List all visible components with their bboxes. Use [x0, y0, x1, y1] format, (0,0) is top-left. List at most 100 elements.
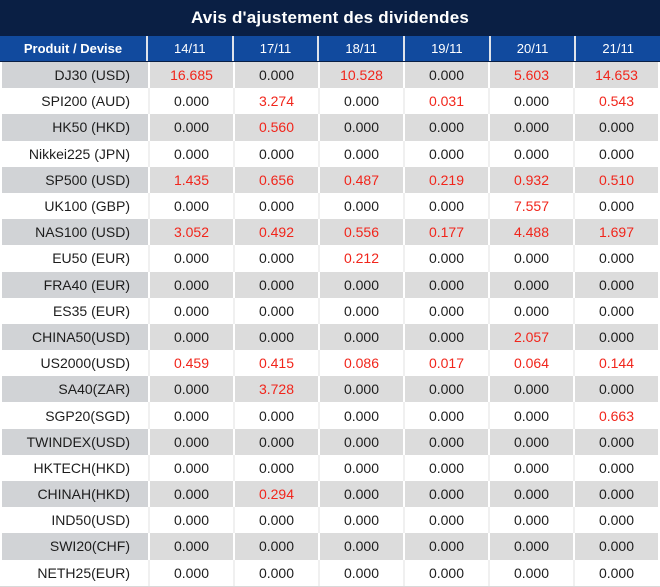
product-label: TWINDEX(USD) — [2, 428, 148, 455]
value-cell: 0.000 — [573, 297, 658, 324]
value-cell: 0.000 — [148, 454, 233, 481]
value-cell: 0.000 — [318, 192, 403, 220]
table-row: CHINAH(HKD) 0.000 0.294 0.000 0.000 0.000 0.00… — [0, 481, 660, 508]
value-cell: 0.000 — [403, 323, 488, 351]
value-cell: 0.000 — [318, 559, 403, 586]
value-cell: 0.000 — [233, 559, 318, 586]
value-cell: 1.697 — [573, 219, 658, 246]
value-cell: 0.000 — [488, 454, 573, 481]
value-cell: 0.000 — [403, 533, 488, 560]
value-cell: 0.000 — [488, 559, 573, 586]
column-header-product: Produit / Devise — [0, 36, 146, 61]
product-label: NETH25(EUR) — [2, 559, 148, 586]
value-cell: 0.000 — [573, 481, 658, 508]
product-label: DJ30 (USD) — [2, 62, 148, 89]
value-cell: 0.000 — [573, 559, 658, 586]
value-cell: 0.000 — [148, 533, 233, 560]
value-cell: 0.000 — [573, 140, 658, 167]
product-label: SWI20(CHF) — [2, 533, 148, 560]
column-header-date-2: 17/11 — [233, 36, 318, 61]
value-cell: 5.603 — [488, 62, 573, 89]
value-cell: 0.031 — [403, 88, 488, 115]
value-cell: 0.000 — [403, 428, 488, 455]
value-cell: 0.000 — [488, 402, 573, 429]
value-cell: 0.560 — [233, 114, 318, 141]
value-cell: 0.000 — [148, 402, 233, 429]
value-cell: 0.000 — [148, 481, 233, 508]
value-cell: 0.000 — [318, 140, 403, 167]
value-cell: 0.000 — [488, 507, 573, 534]
value-cell: 0.000 — [148, 271, 233, 298]
product-label: UK100 (GBP) — [2, 192, 148, 220]
value-cell: 0.000 — [233, 428, 318, 455]
value-cell: 0.000 — [488, 428, 573, 455]
value-cell: 0.000 — [318, 376, 403, 403]
value-cell: 0.000 — [318, 454, 403, 481]
value-cell: 0.932 — [488, 166, 573, 193]
table-row: HKTECH(HKD) 0.000 0.000 0.000 0.000 0.000 0.00… — [0, 454, 660, 481]
product-label: IND50(USD) — [2, 507, 148, 534]
product-label: NAS100 (USD) — [2, 219, 148, 246]
table-row: TWINDEX(USD) 0.000 0.000 0.000 0.000 0.000 0.0… — [0, 428, 660, 455]
value-cell: 0.294 — [233, 481, 318, 508]
value-cell: 0.000 — [573, 376, 658, 403]
value-cell: 0.000 — [403, 271, 488, 298]
value-cell: 16.685 — [148, 62, 233, 89]
value-cell: 0.000 — [488, 297, 573, 324]
value-cell: 0.000 — [318, 428, 403, 455]
value-cell: 0.000 — [318, 323, 403, 351]
value-cell: 0.000 — [488, 376, 573, 403]
value-cell: 0.000 — [148, 559, 233, 586]
product-label: ES35 (EUR) — [2, 297, 148, 324]
table-row: EU50 (EUR) 0.000 0.000 0.212 0.000 0.000 0.000 — [0, 245, 660, 272]
value-cell: 0.000 — [573, 454, 658, 481]
value-cell: 0.000 — [233, 297, 318, 324]
value-cell: 0.000 — [233, 533, 318, 560]
value-cell: 0.000 — [488, 481, 573, 508]
value-cell: 0.000 — [488, 533, 573, 560]
table-row: NAS100 (USD) 3.052 0.492 0.556 0.177 4.488 1.6… — [0, 219, 660, 246]
value-cell: 0.000 — [233, 402, 318, 429]
title-bar: Avis d'ajustement des dividendes — [0, 0, 660, 36]
product-label: SGP20(SGD) — [2, 402, 148, 429]
table-row: Nikkei225 (JPN) 0.000 0.000 0.000 0.000 0.000… — [0, 140, 660, 167]
column-header-date-4: 19/11 — [405, 36, 489, 61]
value-cell: 0.000 — [318, 533, 403, 560]
product-label: CHINAH(HKD) — [2, 481, 148, 508]
product-label: EU50 (EUR) — [2, 245, 148, 272]
table-row: HK50 (HKD) 0.000 0.560 0.000 0.000 0.000 0.000 — [0, 114, 660, 141]
value-cell: 0.000 — [318, 114, 403, 141]
product-label: SPI200 (AUD) — [2, 88, 148, 115]
value-cell: 7.557 — [488, 192, 573, 220]
table-row: NETH25(EUR) 0.000 0.000 0.000 0.000 0.000 0.00… — [0, 559, 660, 586]
value-cell: 0.000 — [233, 192, 318, 220]
table-header-row: Produit / Devise 14/11 17/11 18/11 19/11… — [0, 36, 660, 62]
value-cell: 0.000 — [488, 271, 573, 298]
value-cell: 0.000 — [233, 323, 318, 351]
value-cell: 0.144 — [573, 350, 658, 377]
value-cell: 0.000 — [403, 140, 488, 167]
value-cell: 0.000 — [318, 402, 403, 429]
table-row: IND50(USD) 0.000 0.000 0.000 0.000 0.000 0.000 — [0, 507, 660, 534]
table-row: ES35 (EUR) 0.000 0.000 0.000 0.000 0.000 0.000 — [0, 297, 660, 324]
value-cell: 0.000 — [233, 507, 318, 534]
value-cell: 0.000 — [403, 454, 488, 481]
product-label: FRA40 (EUR) — [2, 271, 148, 298]
value-cell: 0.000 — [148, 88, 233, 115]
value-cell: 0.000 — [403, 402, 488, 429]
value-cell: 0.000 — [148, 323, 233, 351]
product-label: Nikkei225 (JPN) — [2, 140, 148, 167]
table-row: UK100 (GBP) 0.000 0.000 0.000 0.000 7.557 0.00… — [0, 192, 660, 220]
value-cell: 0.177 — [403, 219, 488, 246]
value-cell: 10.528 — [318, 62, 403, 89]
value-cell: 0.000 — [318, 297, 403, 324]
table-row: SA40(ZAR) 0.000 3.728 0.000 0.000 0.000 0.000 — [0, 376, 660, 403]
value-cell: 0.000 — [148, 245, 233, 272]
table-row: SP500 (USD) 1.435 0.656 0.487 0.219 0.932 0.51… — [0, 166, 660, 193]
value-cell: 0.017 — [403, 350, 488, 377]
table-row: SPI200 (AUD) 0.000 3.274 0.000 0.031 0.000 0.5… — [0, 88, 660, 115]
value-cell: 14.653 — [573, 62, 658, 89]
value-cell: 1.435 — [148, 166, 233, 193]
table-row: CHINA50(USD) 0.000 0.000 0.000 0.000 2.057 0.0… — [0, 323, 660, 351]
